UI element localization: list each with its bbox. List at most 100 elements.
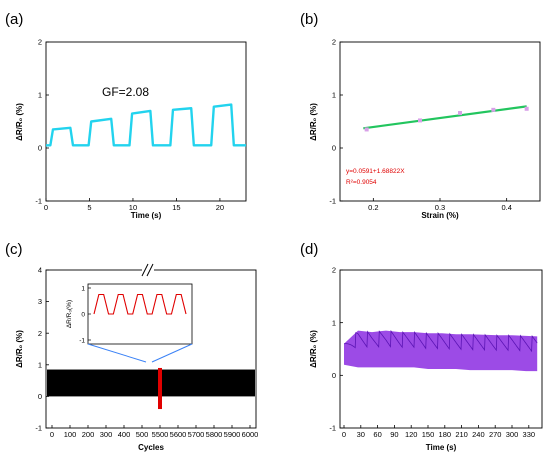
panel-d: (d) 0 30 60 90 120 150 180 210 240 270 300 330 -1 0 1 2…	[300, 241, 543, 452]
panel-b-ytick-label: 2	[332, 38, 336, 47]
panel-c-inset-series-line	[93, 293, 187, 315]
panel-c-ytick-label: 1	[38, 360, 42, 369]
panel-d-xtick-label: 330	[523, 430, 536, 439]
panel-c-break-stroke	[141, 263, 149, 277]
panel-c-ytick-label: 2	[38, 329, 42, 338]
panel-b-point	[491, 107, 496, 112]
panel-c-inset-ylabel: ΔR/R₀(%)	[66, 300, 73, 328]
panel-c-xtick-label: 5500	[152, 430, 169, 439]
panel-b-point	[524, 106, 529, 111]
panel-b-ytick-label: 1	[332, 91, 336, 100]
panel-c-ytick-label: -1	[35, 424, 42, 433]
panel-d-xtick-label: 270	[489, 430, 502, 439]
panel-a-xtick-label: 20	[216, 203, 224, 212]
panel-b-ylabel: ΔR/R₀ (%)	[309, 103, 318, 141]
panel-c-xtick-label: 5600	[170, 430, 187, 439]
panel-c-inset-ytick-label: -1	[79, 337, 85, 344]
panel-c-inset-frame	[87, 283, 193, 345]
panel-c-xtick-label: 100	[64, 430, 77, 439]
panel-d-xtick-label: 300	[506, 430, 519, 439]
panel-a-ylabel: ΔR/R₀ (%)	[15, 103, 24, 141]
panel-d-frame	[339, 269, 543, 429]
panel-b: (b) 0.2 0.3 0.4 -1 0 1 2 y=0.0591+1.68822X R²=…	[300, 11, 541, 220]
panel-c-xlabel: Cycles	[138, 443, 164, 452]
panel-b-xtick-label: 0.3	[435, 203, 445, 212]
panel-c-ytick-label: 3	[38, 297, 42, 306]
panel-b-point	[418, 118, 422, 123]
panel-b-ytick-label: -1	[329, 197, 336, 206]
panel-c-arrow-left	[87, 343, 147, 363]
panel-a-ytick-label: 2	[38, 38, 42, 47]
panel-b-r2: R²=0.9054	[346, 179, 377, 186]
panel-a-frame	[45, 41, 247, 202]
panel-c-xtick-label: 400	[118, 430, 131, 439]
panel-c-xtick-label: 6000	[242, 430, 259, 439]
panel-c: (c) 0 100 2 0 0 300 400 500 5500 5600 5700 5800 5900…	[5, 241, 258, 452]
panel-b-ytick-label: 0	[332, 144, 336, 153]
panel-b-points	[364, 106, 529, 132]
panel-a-gf-annotation: GF=2.08	[102, 85, 149, 99]
panel-a-xtick-label: 5	[87, 203, 91, 212]
panel-c-inset-ytick-label: 1	[81, 285, 85, 292]
panel-b-fit-equation: y=0.0591+1.68822X	[346, 168, 405, 175]
panel-c-axis-break	[141, 263, 154, 277]
panel-d-xtick-label: 30	[357, 430, 365, 439]
panel-b-point	[364, 127, 369, 132]
panel-c-label: (c)	[5, 241, 23, 258]
panel-a-ytick-label: 1	[38, 91, 42, 100]
panel-d-ytick-label: 2	[332, 266, 336, 275]
panel-d-xtick-label: 240	[472, 430, 485, 439]
panel-d-xtick-label: 210	[455, 430, 468, 439]
panel-d-xtick-label: 90	[390, 430, 398, 439]
panel-c-xtick-label: 5800	[206, 430, 223, 439]
panel-c-ticks: 0 100 2 0 0 300 400 500 5500 5600 5700 5800 5900 6000…	[35, 266, 258, 439]
panel-d-ticks: 0 30 60 90 120 150 180 210 240 270 300 330 -1 0 1 2	[329, 266, 535, 439]
panel-a-ytick-label: -1	[35, 197, 42, 206]
panel-c-inset: -1 0 1 ΔR/R₀(%)	[66, 283, 193, 345]
panel-b-xlabel: Strain (%)	[421, 211, 459, 220]
panel-a-xlabel: Time (s)	[131, 211, 162, 220]
panel-c-break-stroke	[146, 263, 154, 277]
panel-d-ytick-label: -1	[329, 424, 336, 433]
panel-b-xtick-label: 0.2	[368, 203, 378, 212]
panel-c-ytick-label: 4	[38, 266, 42, 275]
panel-c-ylabel: ΔR/R₀ (%)	[15, 330, 24, 368]
panel-d-ylabel: ΔR/R₀ (%)	[309, 330, 318, 368]
panel-a-label: (a)	[5, 11, 23, 28]
panel-b-frame	[339, 41, 541, 202]
panel-c-inset-ticks: -1 0 1	[79, 285, 91, 344]
panel-d-xlabel: Time (s)	[426, 443, 457, 452]
panel-c-xtick-label: 500	[136, 430, 149, 439]
panel-c-xtick-label: 0	[50, 430, 54, 439]
panel-a-xtick-label: 15	[172, 203, 180, 212]
panel-c-xtick-label: 5700	[188, 430, 205, 439]
panel-c-inset-arrows	[87, 343, 193, 363]
panel-b-ticks: 0.2 0.3 0.4 -1 0 1 2	[329, 38, 512, 212]
panel-a-series-line	[46, 103, 246, 147]
panel-d-ytick-label: 1	[332, 318, 336, 327]
panel-d-ytick-label: 0	[332, 371, 336, 380]
panel-b-point	[458, 111, 462, 116]
panel-c-xtick-label: 300	[100, 430, 113, 439]
panel-b-xtick-label: 0.4	[501, 203, 511, 212]
panel-d-xtick-label: 180	[439, 430, 452, 439]
panel-d-xtick-label: 120	[405, 430, 418, 439]
panel-c-ytick-label: 0	[38, 392, 42, 401]
panel-d-label: (d)	[300, 241, 318, 258]
panel-c-cycle-band	[47, 369, 255, 397]
panel-a-xtick-label: 0	[44, 203, 48, 212]
panel-c-inset-ytick-label: 0	[81, 311, 85, 318]
panel-b-fit-line	[363, 105, 527, 130]
panel-b-label: (b)	[300, 11, 318, 28]
panel-a-xtick-label: 10	[129, 203, 137, 212]
panel-d-xtick-label: 60	[373, 430, 381, 439]
panel-c-highlight-cycles	[158, 367, 162, 410]
panel-d-xtick-label: 0	[342, 430, 346, 439]
panel-d-xtick-label: 150	[422, 430, 435, 439]
panel-a-ytick-label: 0	[38, 144, 42, 153]
panel-c-xtick-label: 5900	[224, 430, 241, 439]
panel-d-signal-spikes	[343, 329, 538, 353]
